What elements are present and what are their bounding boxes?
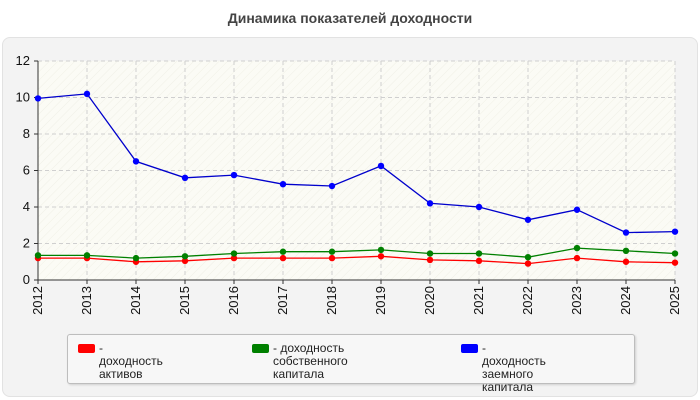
data-point bbox=[671, 250, 679, 257]
data-point bbox=[132, 254, 140, 262]
data-point bbox=[83, 90, 91, 98]
data-point bbox=[426, 256, 434, 264]
data-point bbox=[573, 254, 581, 262]
data-point bbox=[181, 257, 189, 265]
x-tick-label: 2017 bbox=[275, 286, 290, 315]
data-point bbox=[230, 254, 238, 262]
data-point bbox=[671, 228, 679, 235]
x-tick-label: 2025 bbox=[667, 286, 682, 315]
series-line bbox=[38, 247, 676, 259]
legend-label: - доходность собственного капитала bbox=[273, 342, 348, 381]
data-point bbox=[475, 203, 483, 211]
tick-labels: 0 2 4 6 8 10 12 2012 2013 2014 2015 2016 2017 2018 201… bbox=[16, 53, 682, 315]
x-tick-label: 2020 bbox=[422, 286, 437, 315]
data-point bbox=[524, 260, 532, 267]
x-tick-label: 2015 bbox=[177, 286, 192, 315]
x-tick-label: 2012 bbox=[30, 286, 45, 315]
x-tick-label: 2021 bbox=[471, 286, 486, 315]
data-point bbox=[377, 162, 385, 170]
series-line bbox=[37, 93, 676, 234]
data-point bbox=[230, 250, 238, 257]
legend-swatch bbox=[461, 344, 478, 353]
data-point bbox=[377, 253, 385, 260]
x-tick-label: 2019 bbox=[373, 286, 388, 315]
data-point bbox=[34, 252, 42, 259]
data-point bbox=[279, 254, 287, 262]
data-point bbox=[622, 229, 630, 236]
x-tick-label: 2013 bbox=[79, 286, 94, 315]
y-tick-label: 12 bbox=[16, 53, 30, 68]
data-point bbox=[671, 259, 679, 266]
series-0 bbox=[34, 253, 679, 267]
legend-swatch bbox=[78, 344, 95, 353]
data-point bbox=[34, 95, 42, 102]
data-point bbox=[230, 171, 238, 179]
data-point bbox=[622, 247, 630, 254]
legend-label-line: капитала bbox=[273, 367, 325, 381]
legend-label: - доходность активов bbox=[99, 342, 163, 381]
data-point bbox=[279, 248, 287, 255]
data-point bbox=[83, 252, 91, 259]
data-point bbox=[328, 248, 336, 255]
series-line bbox=[38, 255, 676, 265]
data-point bbox=[573, 206, 581, 213]
data-point bbox=[573, 244, 581, 252]
legend-label-line: - доходность активов bbox=[99, 341, 163, 381]
data-point bbox=[475, 250, 483, 257]
y-tick-label: 6 bbox=[23, 163, 30, 178]
legend-label-line: капитала bbox=[482, 380, 534, 394]
legend-label-line: - доходность заемного bbox=[482, 341, 546, 381]
data-point bbox=[181, 253, 189, 260]
data-point bbox=[426, 200, 434, 207]
legend-swatch bbox=[252, 344, 269, 353]
series-1 bbox=[34, 244, 679, 262]
data-point bbox=[475, 257, 483, 265]
legend: - доходность активов - доходность собстве… bbox=[67, 334, 635, 394]
chart-title: Динамика показателей доходности bbox=[227, 10, 473, 26]
data-point bbox=[377, 246, 385, 254]
grid bbox=[38, 60, 676, 280]
data-point bbox=[279, 180, 287, 188]
legend-label-line: - доходность собственного bbox=[273, 341, 348, 368]
y-tick-label: 10 bbox=[16, 90, 30, 105]
y-tick-label: 2 bbox=[23, 236, 30, 251]
data-point bbox=[524, 253, 532, 261]
data-point bbox=[622, 258, 630, 265]
data-point bbox=[181, 174, 189, 181]
x-tick-label: 2023 bbox=[569, 286, 584, 315]
x-tick-label: 2024 bbox=[618, 286, 633, 315]
data-point bbox=[132, 158, 140, 165]
x-tick-label: 2016 bbox=[226, 286, 241, 315]
x-tick-label: 2022 bbox=[520, 286, 535, 315]
data-point bbox=[328, 182, 336, 190]
y-tick-label: 4 bbox=[23, 199, 30, 214]
x-tick-label: 2018 bbox=[324, 286, 339, 315]
data-point bbox=[524, 216, 532, 223]
y-tick-label: 0 bbox=[23, 272, 30, 287]
data-point bbox=[426, 250, 434, 257]
legend-label: - доходность заемного капитала bbox=[482, 342, 546, 394]
x-tick-label: 2014 bbox=[128, 286, 143, 315]
data-point bbox=[328, 254, 336, 262]
series-layer bbox=[34, 90, 679, 267]
y-tick-label: 8 bbox=[23, 126, 30, 141]
series-2 bbox=[34, 90, 679, 236]
